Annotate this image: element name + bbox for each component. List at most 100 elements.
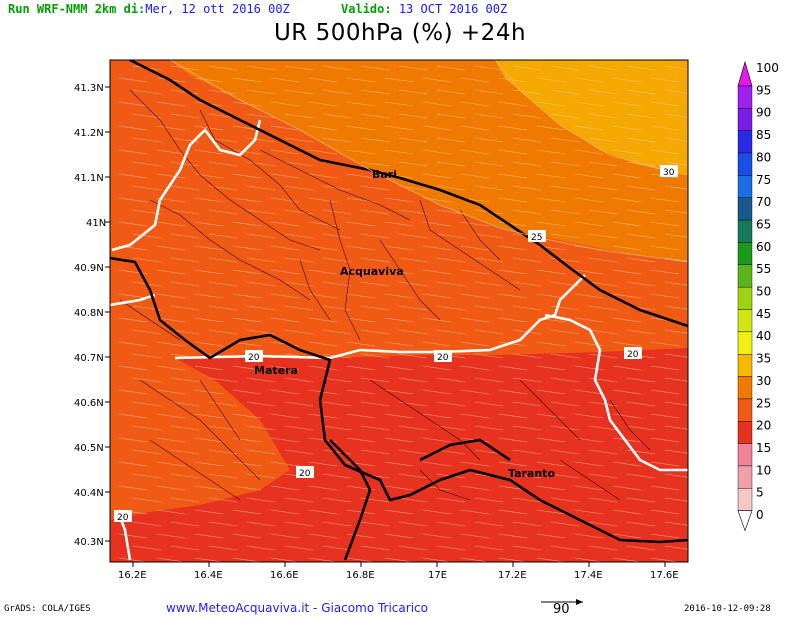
wind-vector	[398, 137, 428, 143]
wind-vector	[664, 89, 688, 94]
wind-vector	[208, 257, 238, 263]
wind-vector	[703, 522, 731, 526]
wind-vector	[536, 293, 566, 299]
wind-vector	[460, 485, 490, 491]
city-matera: Matera	[254, 364, 298, 377]
wind-vector	[284, 377, 314, 383]
wind-vector	[436, 257, 466, 263]
wind-vector	[536, 389, 566, 395]
wind-vector	[232, 269, 262, 275]
wind-vector	[270, 509, 300, 515]
wind-vector	[588, 233, 618, 239]
wind-vector	[436, 89, 466, 95]
wind-vector	[194, 317, 224, 323]
wind-vector	[574, 461, 604, 467]
wind-vector	[308, 509, 338, 515]
colorbar-label: 100	[756, 61, 779, 75]
wind-vector	[626, 497, 656, 503]
wind-vector	[208, 209, 238, 215]
wind-vector	[284, 425, 314, 431]
wind-vector	[118, 197, 148, 203]
wind-vector	[322, 281, 352, 287]
wind-vector	[536, 533, 566, 539]
wind-vector	[664, 185, 688, 190]
wind-vector	[246, 545, 276, 551]
wind-vector	[398, 281, 428, 287]
wind-vector	[512, 377, 542, 383]
wind-vector	[208, 65, 238, 71]
wind-vector	[284, 305, 314, 311]
wind-vector	[474, 233, 504, 239]
wind-vector	[270, 221, 300, 227]
wind-vector	[398, 209, 428, 215]
wind-vector	[689, 558, 717, 562]
wind-vector	[208, 233, 238, 239]
wind-vector	[132, 257, 162, 263]
wind-vector	[574, 557, 604, 562]
wind-vector	[588, 425, 618, 431]
wind-vector	[512, 161, 542, 167]
wind-vector	[550, 305, 580, 311]
contour-label: 20	[627, 350, 639, 360]
wind-vector	[612, 389, 642, 395]
colorbar-swatch	[737, 219, 753, 243]
wind-vector	[398, 473, 428, 479]
wind-vector	[703, 498, 731, 502]
wind-vector	[232, 461, 262, 467]
wind-vector	[512, 257, 542, 263]
wind-vector	[460, 533, 490, 539]
wind-vector	[498, 125, 528, 131]
wind-vector	[170, 257, 200, 263]
wind-vector	[512, 545, 542, 551]
wind-vector	[132, 545, 162, 551]
wind-vector	[194, 557, 224, 562]
wind-vector	[360, 257, 390, 263]
wind-vector	[612, 197, 642, 203]
colorbar-swatch	[737, 331, 753, 355]
wind-vector	[460, 149, 490, 155]
wind-vector	[398, 233, 428, 239]
wind-vector	[626, 281, 656, 287]
wind-vector	[384, 389, 414, 395]
wind-vector	[689, 510, 717, 514]
wind-vector	[384, 197, 414, 203]
wind-vector	[474, 377, 504, 383]
wind-vector	[460, 221, 490, 227]
wind-vector	[194, 413, 224, 419]
wind-vector	[284, 209, 314, 215]
colorbar-label: 30	[756, 374, 771, 388]
wind-vector	[118, 365, 148, 371]
wind-vector	[170, 449, 200, 455]
wind-vector	[498, 77, 528, 83]
map-title: UR 500hPa (%) +24h	[273, 20, 527, 46]
wind-vector	[550, 209, 580, 215]
wind-vector	[322, 233, 352, 239]
wind-vector	[664, 161, 688, 166]
wind-vector	[246, 473, 276, 479]
wind-vector	[398, 161, 428, 167]
wind-vector	[232, 437, 262, 443]
wind-vector	[536, 101, 566, 107]
wind-vector	[460, 341, 490, 347]
wind-vector	[512, 185, 542, 191]
wind-vector	[322, 401, 352, 407]
colorbar-swatch	[737, 130, 753, 154]
colorbar-label: 55	[756, 262, 771, 276]
contour-labels: 30 25 20 20 20 20 20	[114, 165, 678, 523]
wind-vector	[588, 473, 618, 479]
wind-vector	[194, 77, 224, 83]
wind-vector	[550, 233, 580, 239]
wind-vector	[246, 257, 276, 263]
wind-vector	[208, 137, 238, 143]
wind-vector	[512, 65, 542, 71]
wind-vector	[460, 269, 490, 275]
header: Run WRF-NMM 2km di:Mer, 12 ott 2016 00Z …	[8, 2, 507, 16]
wind-vector	[474, 161, 504, 167]
wind-vector	[498, 245, 528, 251]
wind-vector	[232, 557, 262, 562]
wind-vector	[270, 77, 300, 83]
wind-vector	[703, 234, 731, 238]
wind-vector	[612, 101, 642, 107]
wind-vector	[398, 377, 428, 383]
